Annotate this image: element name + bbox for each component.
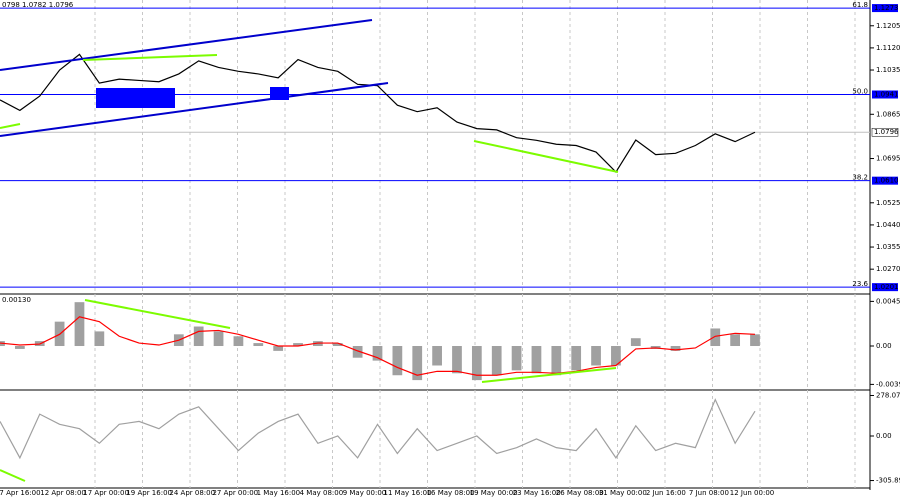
macd-header: 0.00130	[2, 296, 31, 304]
histogram-bar	[273, 346, 284, 351]
last-price-label: 1.0796	[874, 128, 899, 136]
y-tick-label: 1.1035	[876, 66, 900, 74]
histogram-bar	[293, 343, 303, 347]
y-tick-label: 0.00	[876, 342, 892, 350]
x-tick-label: 11 May 16:00	[384, 489, 432, 497]
fibo-level-name: 38.2	[852, 174, 868, 182]
y-tick-label: 1.0270	[876, 265, 900, 273]
histogram-bar	[193, 326, 204, 347]
histogram-bar	[332, 343, 343, 347]
y-tick-label: 1.1205	[876, 22, 900, 30]
price-line	[0, 398, 756, 460]
x-tick-label: 31 May 00:00	[599, 489, 647, 497]
y-tick-label: 1.0695	[876, 155, 900, 163]
divergence-line	[84, 299, 231, 329]
x-tick-label: 12 Jun 00:00	[730, 489, 774, 497]
x-tick-label: 4 May 08:00	[300, 489, 344, 497]
x-tick-label: 1 May 16:00	[257, 489, 301, 497]
histogram-bar	[710, 328, 721, 347]
histogram-bar	[14, 346, 25, 349]
price-label: 1.0610	[874, 177, 899, 185]
divergence-line	[473, 140, 619, 173]
y-tick-label: 0.00	[876, 432, 892, 440]
y-tick-label: 1.1120	[876, 44, 900, 52]
y-tick-label: -305.892	[876, 477, 900, 485]
price-label-box	[872, 4, 898, 13]
y-tick-label: 0.00458	[876, 297, 900, 305]
channel-lower	[0, 82, 389, 137]
divergence-line	[82, 54, 218, 61]
price-label-box	[872, 283, 898, 292]
price-label: 1.0201	[874, 283, 899, 291]
histogram-bar	[491, 346, 502, 376]
histogram-bar	[750, 334, 760, 347]
signal-line	[0, 316, 756, 376]
price-header: 0798 1.0782 1.0796	[2, 1, 74, 9]
histogram-bar	[670, 346, 681, 351]
histogram-bar	[74, 302, 85, 347]
fibo-level-name: 61.8	[852, 1, 868, 9]
annotations	[0, 19, 619, 482]
x-tick-label: 7 Jun 08:00	[689, 489, 729, 497]
histogram-bar	[392, 346, 403, 376]
x-tick-label: 17 Apr 00:00	[83, 489, 129, 497]
y-tick-label: -0.00394	[876, 380, 900, 388]
histogram-bar	[511, 346, 522, 371]
x-tick-label: 2 Jun 16:00	[646, 489, 686, 497]
x-tick-label: 12 Apr 08:00	[40, 489, 86, 497]
zone	[96, 88, 175, 108]
histogram-bar	[471, 346, 482, 381]
histogram-bar	[611, 346, 621, 366]
histogram-bar	[94, 331, 105, 347]
y-tick-label: 1.0865	[876, 110, 900, 118]
fibo-level-name: 50.0	[852, 87, 868, 95]
histogram-bar	[551, 346, 562, 376]
divergence-line	[0, 469, 26, 482]
histogram-bar	[571, 346, 582, 371]
histogram-bar	[730, 334, 741, 347]
x-tick-label: 7 Apr 16:00	[0, 489, 41, 497]
price-label-box	[872, 176, 898, 185]
histogram-bar	[630, 338, 641, 347]
fibo-level-name: 23.6	[852, 280, 868, 288]
price-label: 1.0941	[874, 90, 899, 98]
zone	[270, 87, 289, 100]
price-line	[0, 53, 756, 174]
x-tick-label: 23 May 16:00	[513, 489, 561, 497]
histogram-bar	[432, 346, 442, 366]
histogram-bar	[412, 346, 423, 381]
x-tick-label: 16 May 08:00	[427, 489, 475, 497]
y-tick-label: 278.0761	[876, 391, 900, 399]
y-tick-label: 1.0355	[876, 243, 900, 251]
price-label: 1.1273	[874, 4, 899, 12]
x-tick-label: 27 Apr 00:00	[212, 489, 258, 497]
last-price-box	[871, 127, 899, 137]
histogram-bar	[213, 331, 224, 347]
y-tick-label: 1.0525	[876, 199, 900, 207]
histogram-bar	[253, 343, 264, 347]
histogram-bar	[591, 346, 601, 366]
histogram-bar	[233, 336, 244, 347]
histogram-bar	[372, 346, 383, 361]
divergence-line	[481, 367, 617, 383]
histogram-bar	[452, 346, 462, 374]
price-label-box	[872, 90, 898, 99]
divergence-line	[0, 123, 21, 129]
channel-upper	[0, 19, 373, 71]
x-tick-label: 19 May 00:00	[470, 489, 518, 497]
x-tick-label: 24 Apr 08:00	[169, 489, 215, 497]
y-tick-label: 1.0440	[876, 221, 900, 229]
x-tick-label: 19 Apr 16:00	[126, 489, 172, 497]
histogram-bar	[531, 346, 542, 374]
x-tick-label: 26 May 08:00	[556, 489, 604, 497]
histogram-bar	[352, 346, 363, 358]
x-tick-label: 9 May 00:00	[343, 489, 387, 497]
